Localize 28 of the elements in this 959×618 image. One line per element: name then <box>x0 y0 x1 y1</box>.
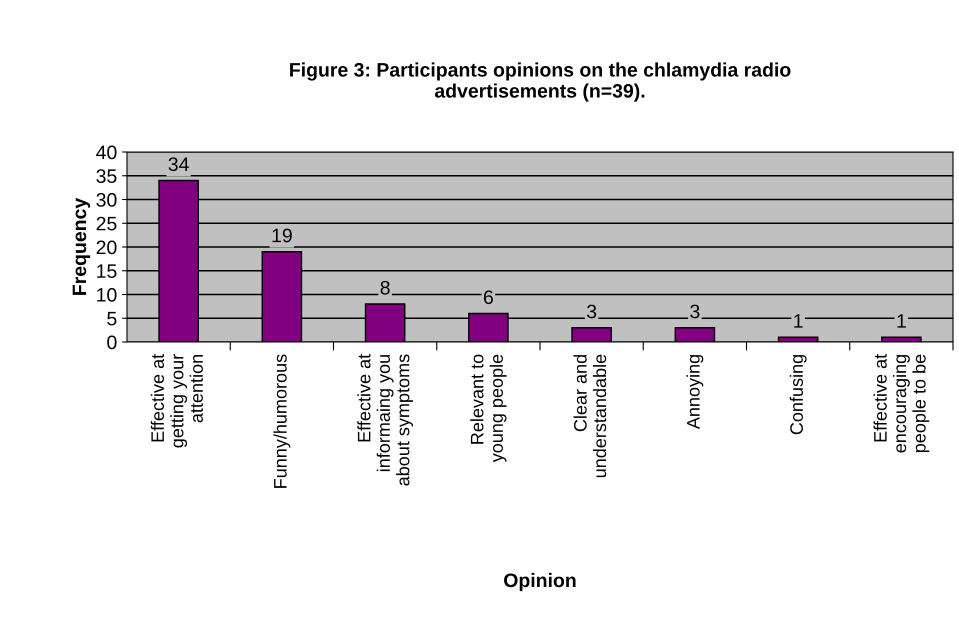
x-axis-title: Opinion <box>504 572 576 592</box>
y-tick-label: 25 <box>96 216 116 230</box>
chart-title: Figure 3: Participants opinions on the chlamydia radio advertisements (n=39). <box>290 62 790 102</box>
y-tick-label: 15 <box>97 264 116 278</box>
data-label: 19 <box>272 228 292 242</box>
data-label: 6 <box>484 290 493 304</box>
x-tick-label: Confusing <box>790 355 807 434</box>
x-tick-label: Relevant to young people <box>470 354 507 462</box>
y-tick-label: 40 <box>96 145 117 160</box>
data-label: 1 <box>897 314 906 328</box>
data-label: 8 <box>380 280 390 295</box>
x-tick-label: Effective at getting your attention <box>150 354 203 448</box>
data-label: 34 <box>168 157 189 172</box>
y-tick-label: 30 <box>96 192 117 207</box>
x-tick-label: Effective at encouraging people to be <box>874 354 930 452</box>
x-tick-label: Effective at informaing you about symptoms <box>357 354 413 486</box>
x-tick-label: Funny/humorous <box>273 354 290 488</box>
y-tick-label: 35 <box>96 169 116 183</box>
x-tick-label: Annoying <box>686 355 704 430</box>
data-label: 3 <box>690 304 700 318</box>
y-tick-label: 10 <box>97 288 117 302</box>
y-tick-label: 5 <box>107 312 116 326</box>
data-label: 1 <box>794 314 803 328</box>
y-tick-label: 0 <box>107 335 117 350</box>
x-tick-label: Clear and understandable <box>573 354 606 478</box>
y-axis-title: Frequency <box>72 198 90 295</box>
y-tick-label: 20 <box>96 240 117 254</box>
data-label: 3 <box>586 304 596 318</box>
